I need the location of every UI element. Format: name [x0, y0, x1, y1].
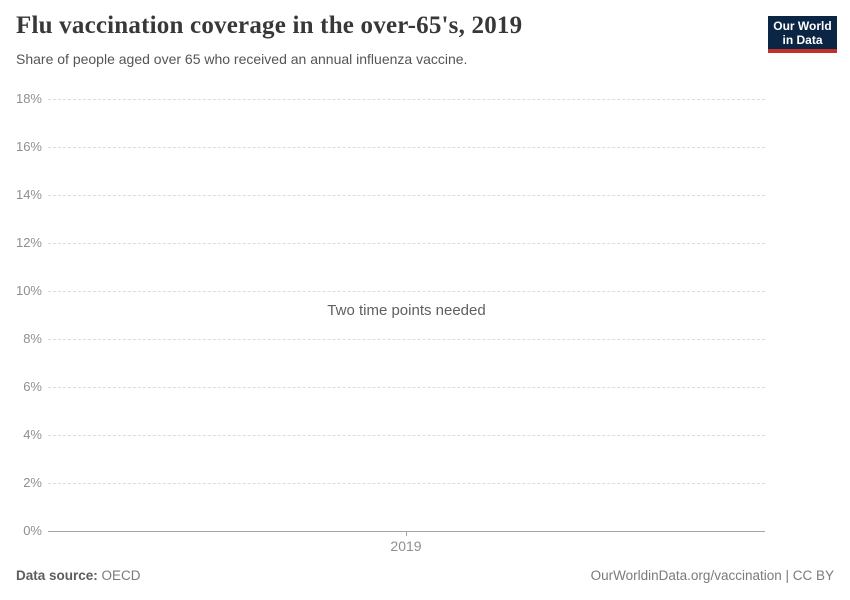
x-axis-tick-label: 2019: [390, 538, 422, 554]
owid-logo[interactable]: Our World in Data: [768, 16, 837, 53]
owid-logo-line1: Our World: [773, 19, 832, 33]
y-gridline: [48, 435, 765, 436]
y-axis-tick-label: 16%: [15, 139, 42, 154]
y-axis-tick-label: 18%: [15, 91, 42, 106]
y-gridline: [48, 147, 765, 148]
attribution: OurWorldinData.org/vaccination | CC BY: [590, 568, 834, 583]
data-source-label: Data source:: [16, 568, 98, 583]
chart-title: Flu vaccination coverage in the over-65'…: [16, 12, 523, 39]
y-axis-tick-label: 2%: [23, 475, 42, 490]
y-gridline: [48, 387, 765, 388]
y-gridline: [48, 243, 765, 244]
y-axis-tick-label: 14%: [15, 187, 42, 202]
chart-subtitle: Share of people aged over 65 who receive…: [16, 51, 468, 67]
y-axis-tick-label: 6%: [23, 379, 42, 394]
x-axis-tick: [406, 531, 407, 536]
y-axis-tick-label: 10%: [15, 283, 42, 298]
y-axis-tick-label: 0%: [23, 523, 42, 538]
y-axis-tick-label: 4%: [23, 427, 42, 442]
owid-logo-line2: in Data: [782, 33, 823, 47]
data-source-value: OECD: [101, 568, 141, 583]
y-gridline: [48, 339, 765, 340]
y-gridline: [48, 291, 765, 292]
y-gridline: [48, 99, 765, 100]
data-source: Data source: OECD: [16, 568, 141, 583]
chart-footer: Data source: OECD OurWorldinData.org/vac…: [16, 568, 834, 583]
y-axis-tick-label: 12%: [15, 235, 42, 250]
y-axis-tick-label: 8%: [23, 331, 42, 346]
y-gridline: [48, 483, 765, 484]
empty-chart-message: Two time points needed: [327, 302, 486, 319]
y-gridline: [48, 195, 765, 196]
